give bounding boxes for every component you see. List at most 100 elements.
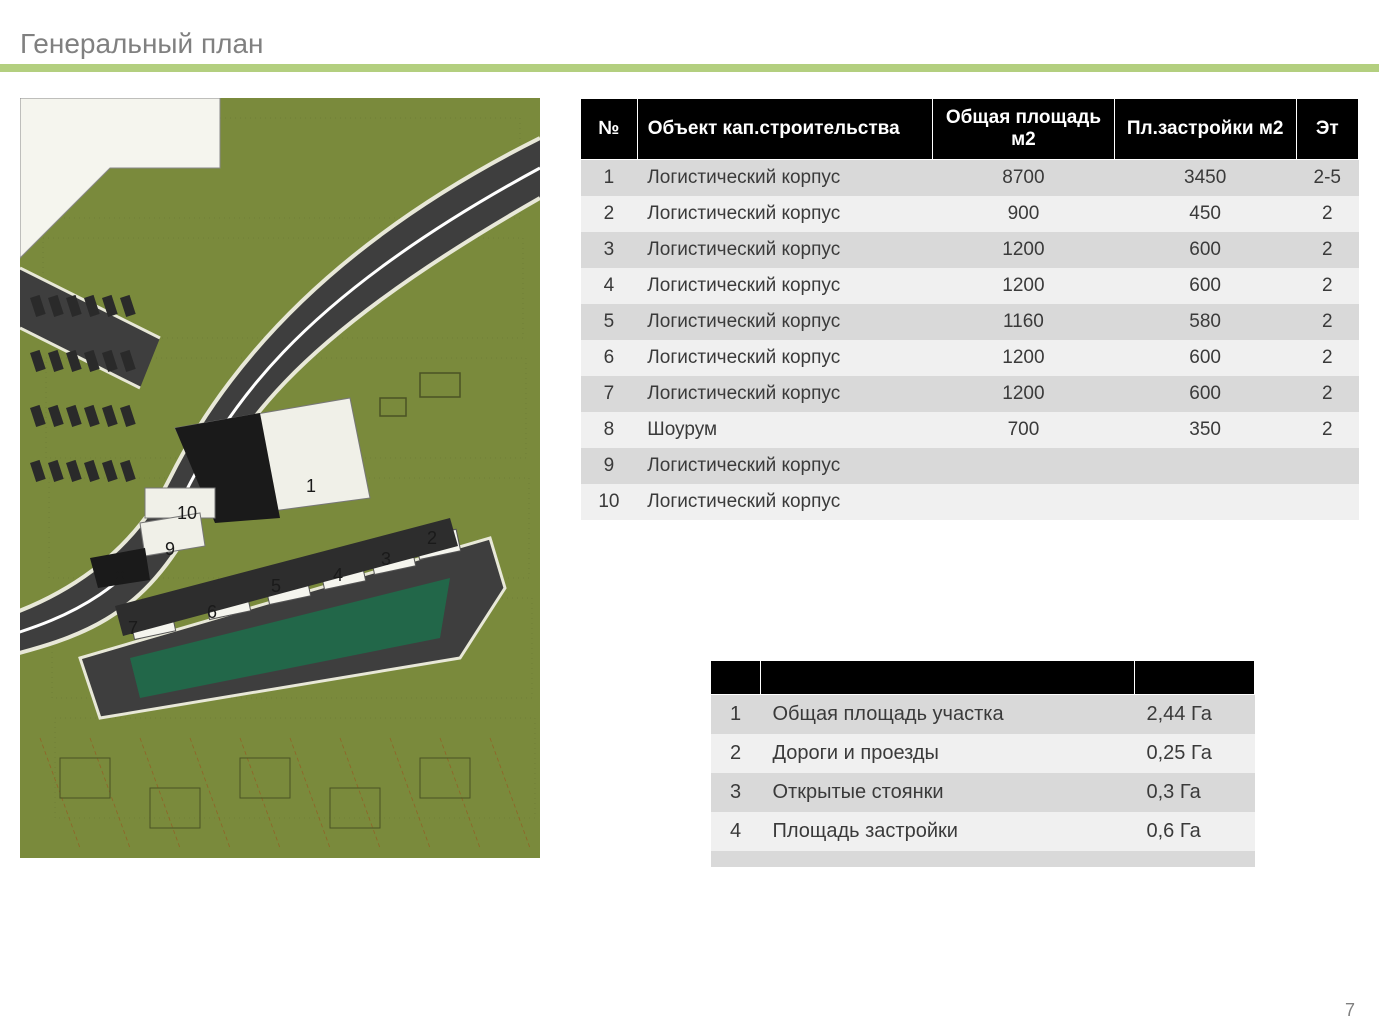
table-cell: 600 xyxy=(1114,232,1296,268)
page-number: 7 xyxy=(1345,1000,1355,1021)
table-cell xyxy=(1296,484,1358,520)
table-row: 4Площадь застройки0,6 Га xyxy=(711,812,1255,851)
siteplan-building-label: 8 xyxy=(115,568,125,589)
siteplan-building-label: 7 xyxy=(128,618,138,639)
table-cell xyxy=(1114,484,1296,520)
table-cell: 2 xyxy=(1296,268,1358,304)
table-cell xyxy=(933,448,1115,484)
table-cell: Логистический корпус xyxy=(637,484,932,520)
table-cell: 5 xyxy=(581,304,638,340)
table-cell: 700 xyxy=(933,412,1115,448)
table-cell xyxy=(761,851,1135,867)
table-row: 9Логистический корпус xyxy=(581,448,1359,484)
table-cell xyxy=(711,851,761,867)
buildings-table-header: Общая площадь м2 xyxy=(933,99,1115,160)
table-cell: 1200 xyxy=(933,340,1115,376)
buildings-table-header: № xyxy=(581,99,638,160)
table-row: 1Логистический корпус870034502-5 xyxy=(581,160,1359,197)
table-cell: 0,6 Га xyxy=(1135,812,1255,851)
table-cell: 900 xyxy=(933,196,1115,232)
table-row: 10Логистический корпус xyxy=(581,484,1359,520)
table-cell: 3 xyxy=(711,773,761,812)
table-row: 2Логистический корпус9004502 xyxy=(581,196,1359,232)
table-cell: Логистический корпус xyxy=(637,268,932,304)
table-cell: Логистический корпус xyxy=(637,376,932,412)
page-title: Генеральный план xyxy=(20,28,264,60)
table-cell xyxy=(1114,448,1296,484)
buildings-table: №Объект кап.строительстваОбщая площадь м… xyxy=(580,98,1359,520)
table-cell: 1160 xyxy=(933,304,1115,340)
table-cell: 2 xyxy=(1296,304,1358,340)
table-cell: 350 xyxy=(1114,412,1296,448)
table-cell xyxy=(1296,448,1358,484)
table-cell: 0,3 Га xyxy=(1135,773,1255,812)
siteplan-svg xyxy=(20,98,540,858)
table-cell: 0,25 Га xyxy=(1135,734,1255,773)
table-cell: 2 xyxy=(1296,376,1358,412)
table-row: 1Общая площадь участка2,44 Га xyxy=(711,695,1255,735)
table-cell: Логистический корпус xyxy=(637,304,932,340)
table-cell: 2 xyxy=(1296,412,1358,448)
table-cell: 10 xyxy=(581,484,638,520)
table-cell: 7 xyxy=(581,376,638,412)
table-cell xyxy=(1135,851,1255,867)
table-cell: 4 xyxy=(581,268,638,304)
table-cell: 4 xyxy=(711,812,761,851)
table-cell: 3 xyxy=(581,232,638,268)
table-cell: 9 xyxy=(581,448,638,484)
table-cell: Дороги и проезды xyxy=(761,734,1135,773)
siteplan-building-label: 4 xyxy=(333,565,343,586)
table-cell xyxy=(933,484,1115,520)
table-row xyxy=(711,851,1255,867)
table-cell: 1 xyxy=(581,160,638,197)
table-cell: 2 xyxy=(1296,232,1358,268)
table-cell: Площадь застройки xyxy=(761,812,1135,851)
buildings-table-header: Объект кап.строительства xyxy=(637,99,932,160)
siteplan-building-label: 5 xyxy=(271,576,281,597)
table-cell: 3450 xyxy=(1114,160,1296,197)
table-cell: 2 xyxy=(581,196,638,232)
table-cell: 1200 xyxy=(933,232,1115,268)
siteplan-column: 1 2 3 4 5 6 7 8 910 xyxy=(20,98,540,1015)
table-cell: 2,44 Га xyxy=(1135,695,1255,735)
siteplan-map: 1 2 3 4 5 6 7 8 910 xyxy=(20,98,540,858)
siteplan-building-label: 10 xyxy=(177,503,197,524)
table-row: 3Логистический корпус12006002 xyxy=(581,232,1359,268)
table-cell: Общая площадь участка xyxy=(761,695,1135,735)
table-cell: 2 xyxy=(711,734,761,773)
table-row: 4Логистический корпус12006002 xyxy=(581,268,1359,304)
table-cell: 2 xyxy=(1296,340,1358,376)
table-row: 3Открытые стоянки0,3 Га xyxy=(711,773,1255,812)
table-cell: Открытые стоянки xyxy=(761,773,1135,812)
siteplan-building-label: 3 xyxy=(381,549,391,570)
table-row: 7Логистический корпус12006002 xyxy=(581,376,1359,412)
tables-column: №Объект кап.строительстваОбщая площадь м… xyxy=(580,98,1359,1015)
siteplan-building-label: 6 xyxy=(207,602,217,623)
siteplan-building-label: 2 xyxy=(427,528,437,549)
content: 12345678910 №Объект кап.строительстваОбщ… xyxy=(20,98,1359,1015)
table-cell: Логистический корпус xyxy=(637,232,932,268)
accent-bar xyxy=(0,64,1379,72)
table-cell: 1200 xyxy=(933,376,1115,412)
siteplan-building-label: 9 xyxy=(165,539,175,560)
table-row: 2Дороги и проезды0,25 Га xyxy=(711,734,1255,773)
table-row: 5Логистический корпус11605802 xyxy=(581,304,1359,340)
summary-table: 1Общая площадь участка2,44 Га2Дороги и п… xyxy=(710,660,1255,867)
table-cell: 1200 xyxy=(933,268,1115,304)
table-cell: 600 xyxy=(1114,340,1296,376)
table-cell: Шоурум xyxy=(637,412,932,448)
table-cell: 600 xyxy=(1114,268,1296,304)
table-cell: Логистический корпус xyxy=(637,448,932,484)
table-cell: 580 xyxy=(1114,304,1296,340)
table-cell: 6 xyxy=(581,340,638,376)
buildings-table-header: Пл.застройки м2 xyxy=(1114,99,1296,160)
table-cell: 450 xyxy=(1114,196,1296,232)
siteplan-building-label: 1 xyxy=(306,476,316,497)
table-cell: Логистический корпус xyxy=(637,160,932,197)
table-cell: 2-5 xyxy=(1296,160,1358,197)
table-cell: Логистический корпус xyxy=(637,340,932,376)
table-cell: 2 xyxy=(1296,196,1358,232)
table-cell: 8700 xyxy=(933,160,1115,197)
table-row: 6Логистический корпус12006002 xyxy=(581,340,1359,376)
table-row: 8Шоурум7003502 xyxy=(581,412,1359,448)
